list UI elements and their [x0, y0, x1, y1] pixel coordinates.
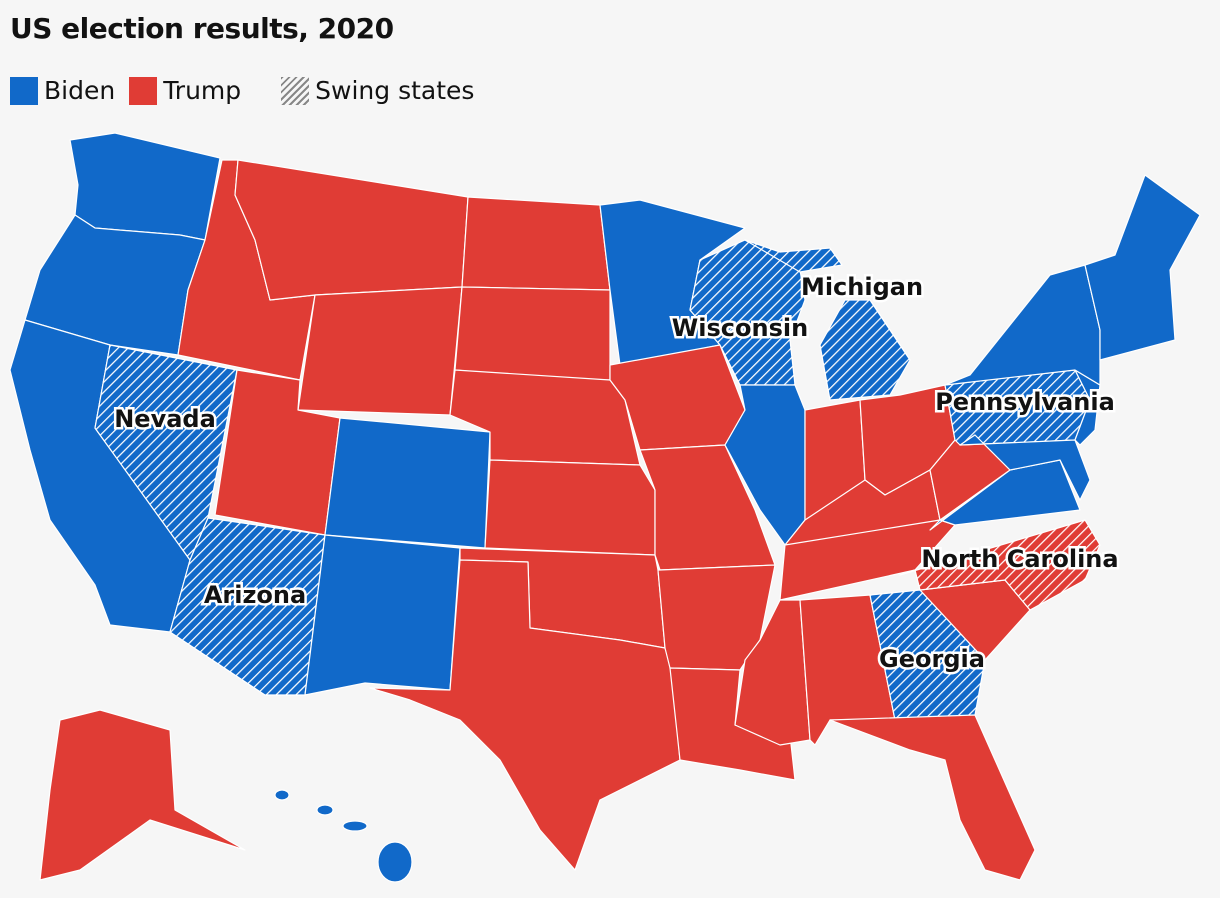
state — [899, 519, 1101, 611]
state — [454, 286, 611, 381]
swatch — [281, 76, 310, 105]
state — [959, 434, 1091, 501]
state — [1084, 174, 1201, 361]
state — [669, 667, 796, 781]
state — [324, 417, 491, 549]
state — [377, 841, 413, 883]
title: US election results, 2020 — [10, 12, 394, 45]
state — [829, 714, 1036, 881]
swatch — [129, 76, 158, 105]
legend-item: Trump — [129, 76, 241, 105]
state — [39, 709, 246, 881]
state — [944, 264, 1101, 386]
state — [869, 589, 986, 721]
state — [274, 789, 290, 801]
legend-label: Swing states — [315, 76, 475, 105]
state — [69, 132, 221, 241]
state — [297, 286, 463, 416]
legend-item: Swing states — [281, 76, 474, 105]
legend: Biden Trump Swing states — [10, 76, 474, 105]
state-label: Pennsylvania — [935, 388, 1115, 416]
state — [316, 804, 334, 816]
legend-label: Trump — [163, 76, 242, 105]
state-label: Arizona — [204, 581, 306, 609]
states — [9, 132, 1201, 883]
state — [484, 459, 656, 556]
state — [779, 519, 956, 601]
state — [342, 820, 368, 832]
state — [744, 239, 843, 273]
state — [234, 159, 469, 301]
legend-label: Biden — [44, 76, 116, 105]
state — [461, 196, 611, 291]
labels: Nevada Arizona Wisconsin Michigan Pennsy… — [112, 271, 1121, 676]
state-label: Georgia — [879, 645, 985, 673]
state — [819, 299, 911, 401]
state-label: Nevada — [114, 405, 216, 433]
swatch — [10, 76, 38, 105]
legend-item: Biden — [10, 76, 115, 105]
state — [689, 239, 806, 386]
state-label: Wisconsin — [672, 314, 808, 342]
state — [369, 559, 681, 871]
state-label: Michigan — [801, 273, 923, 301]
state — [304, 534, 461, 696]
state-label: North Carolina — [921, 545, 1118, 573]
